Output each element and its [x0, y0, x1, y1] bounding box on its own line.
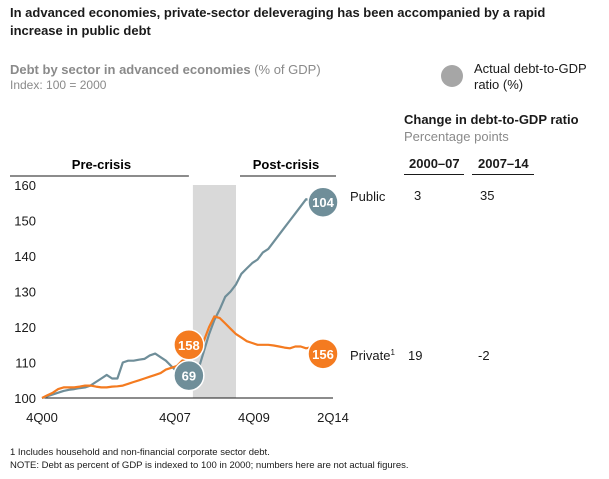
public-end-value: 104 — [312, 195, 334, 210]
x-tick-label: 4Q07 — [159, 410, 191, 425]
y-axis: 100 110 120 130 140 150 160 — [14, 178, 36, 406]
table-cell: 19 — [408, 348, 423, 363]
y-tick-label: 150 — [14, 214, 36, 229]
series-label-private-text: Private — [350, 348, 390, 363]
x-tick-label: 4Q09 — [238, 410, 270, 425]
y-tick-label: 130 — [14, 285, 36, 300]
subtitle-text: Debt by sector in advanced economies — [10, 62, 251, 77]
note: NOTE: Debt as percent of GDP is indexed … — [10, 460, 409, 471]
change-table-unit: Percentage points — [404, 129, 509, 144]
public-2007-value: 69 — [182, 369, 196, 384]
footnote: 1 Includes household and non-financial c… — [10, 447, 270, 458]
private-2007-value: 158 — [178, 338, 200, 353]
x-axis: 4Q00 4Q07 4Q09 2Q14 — [26, 397, 349, 425]
public-2007-bubble — [173, 359, 205, 392]
chart-subtitle: Debt by sector in advanced economies (% … — [10, 62, 321, 77]
period-label-pre: Pre-crisis — [72, 157, 131, 172]
index-note: Index: 100 = 2000 — [10, 78, 107, 92]
y-tick-label: 100 — [14, 391, 36, 406]
x-tick-label: 2Q14 — [317, 410, 349, 425]
period-label-post: Post-crisis — [253, 157, 319, 172]
value-markers: 104 156 69 158 — [173, 186, 339, 392]
private-end-bubble — [307, 338, 339, 370]
series-label-private: Private1 — [350, 348, 395, 363]
x-tick-label: 4Q00 — [26, 410, 58, 425]
y-tick-label: 140 — [14, 249, 36, 264]
table-cell: 35 — [480, 188, 495, 203]
series-label-public: Public — [350, 189, 386, 204]
footnote-marker: 1 — [390, 348, 395, 357]
y-tick-label: 120 — [14, 320, 36, 335]
change-column-header: 2007–14 — [478, 156, 529, 171]
table-cell: -2 — [478, 348, 490, 363]
legend-label: Actual debt-to-GDP ratio (%) — [474, 61, 587, 92]
column-divider — [404, 174, 464, 175]
table-cell: 3 — [414, 188, 422, 203]
y-tick-label: 160 — [14, 178, 36, 193]
chart-title: In advanced economies, private-sector de… — [10, 5, 546, 38]
change-column-header: 2000–07 — [409, 156, 460, 171]
column-divider — [472, 174, 534, 175]
public-end-bubble — [307, 186, 339, 218]
legend-marker-icon — [441, 65, 463, 87]
private-end-value: 156 — [312, 347, 334, 362]
y-tick-label: 110 — [15, 356, 36, 371]
subtitle-unit: (% of GDP) — [254, 62, 321, 77]
private-2007-bubble — [173, 329, 205, 361]
change-table-title: Change in debt-to-GDP ratio — [404, 112, 579, 127]
